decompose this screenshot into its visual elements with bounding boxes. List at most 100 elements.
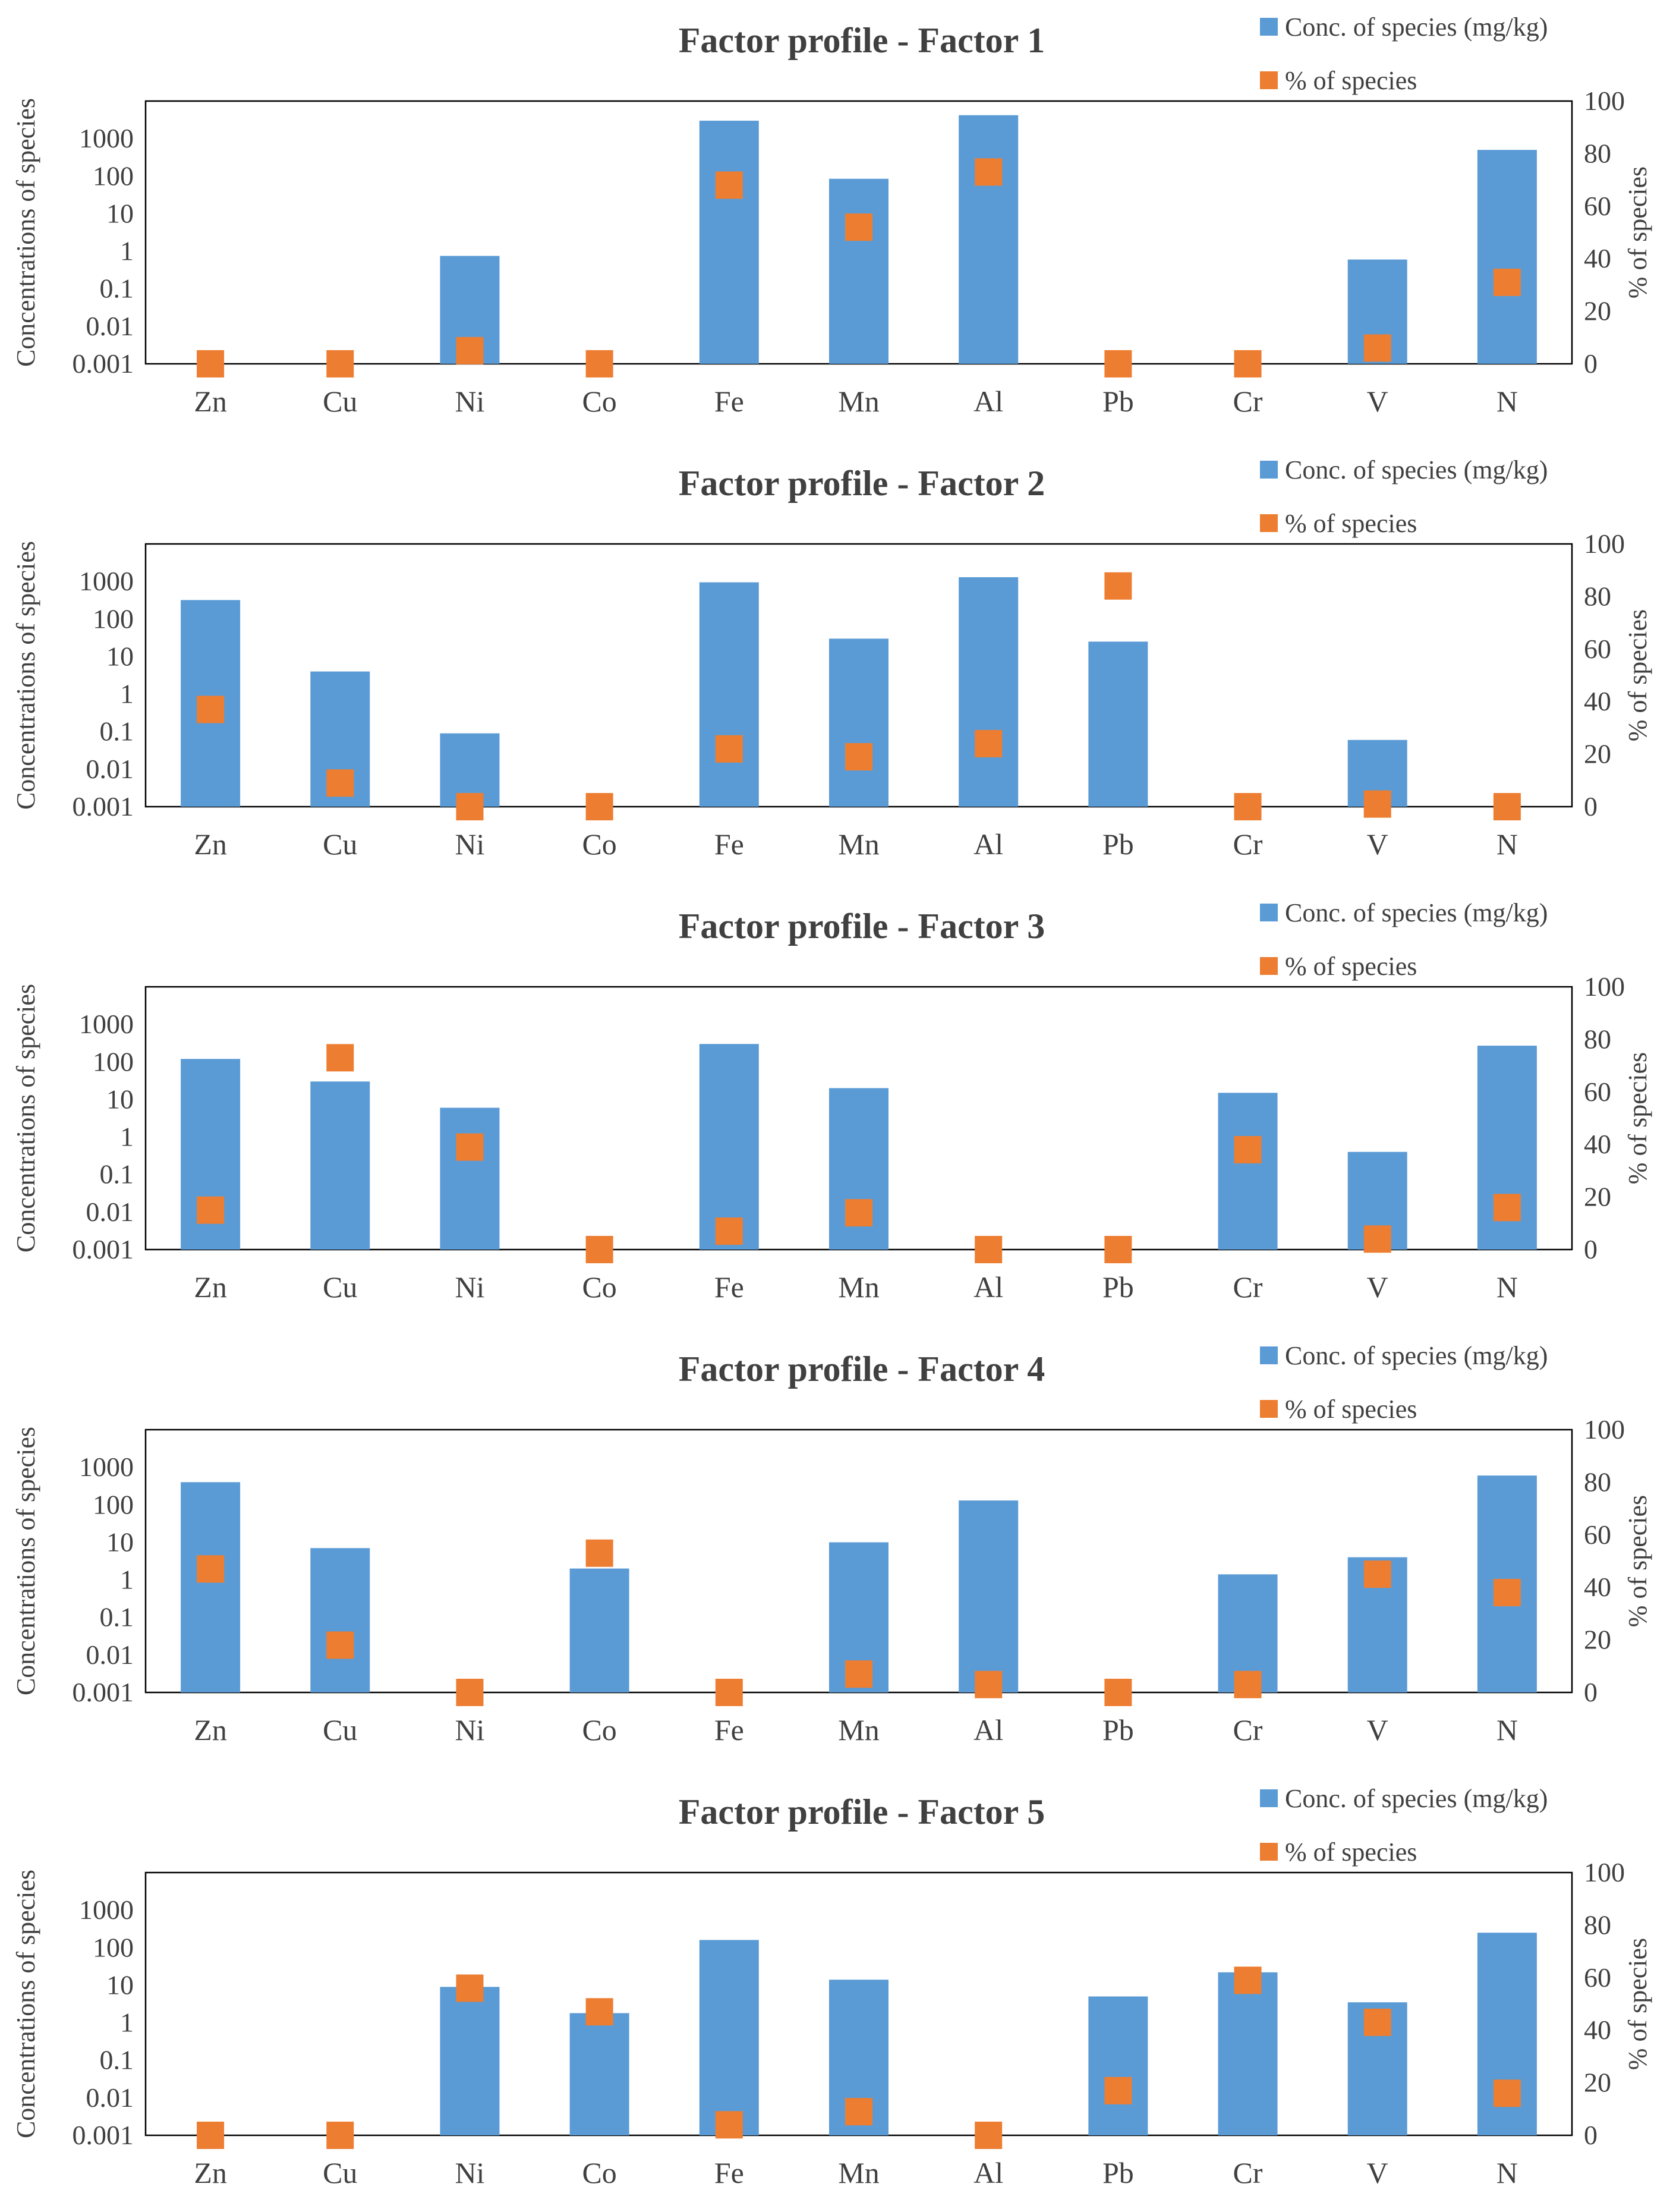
marker-cr (1234, 1670, 1262, 1698)
chart-title: Factor profile - Factor 2 (679, 464, 1045, 503)
y-tick-label: 0.01 (86, 754, 134, 784)
x-tick-label: Mn (838, 1713, 879, 1747)
y-tick-label: 0.1 (100, 1602, 134, 1632)
marker-al (975, 1670, 1003, 1698)
x-tick-label: V (1367, 1713, 1388, 1747)
marker-zn (197, 350, 225, 377)
legend-label-percent: % of species (1285, 66, 1417, 95)
y2-tick-label: 60 (1584, 1962, 1611, 1993)
y2-tick-label: 60 (1584, 634, 1611, 664)
marker-ni (456, 1974, 484, 2002)
x-tick-label: Cr (1233, 1270, 1263, 1304)
marker-cr (1234, 350, 1262, 377)
y2-tick-label: 20 (1584, 1625, 1611, 1655)
y-tick-label: 10 (106, 198, 134, 228)
y-tick-label: 1000 (79, 123, 134, 153)
marker-pb (1104, 1236, 1132, 1263)
bar-cu (310, 1548, 370, 1692)
y-tick-label: 0.001 (73, 1677, 134, 1707)
x-tick-label: Co (582, 1713, 616, 1747)
legend-swatch-bar (1260, 1789, 1278, 1807)
x-tick-label: N (1496, 385, 1518, 418)
x-tick-label: Ni (455, 2156, 484, 2189)
chart-panel-factor-1: Factor profile - Factor 1 Conc. of specie… (11, 12, 1652, 418)
x-tick-label: Ni (455, 1270, 484, 1304)
x-tick-label: N (1496, 1270, 1518, 1304)
y2-tick-label: 20 (1584, 2068, 1611, 2098)
x-tick-label: Cu (323, 1270, 357, 1304)
bar-co (569, 1568, 629, 1692)
x-tick-label: Pb (1102, 1270, 1134, 1304)
x-tick-label: V (1367, 827, 1388, 861)
legend-label-conc: Conc. of species (mg/kg) (1285, 1341, 1548, 1370)
x-tick-label: Co (582, 385, 616, 418)
marker-n (1493, 2079, 1521, 2107)
marker-co (585, 1236, 613, 1263)
x-tick-label: V (1367, 385, 1388, 418)
x-tick-label: Mn (838, 1270, 879, 1304)
marker-cu (326, 1044, 354, 1072)
bar-fe (699, 1940, 759, 2135)
y-tick-label: 100 (93, 1932, 134, 1962)
marker-al (975, 1236, 1003, 1263)
y-tick-label: 100 (93, 603, 134, 634)
x-tick-label: Al (973, 2156, 1003, 2189)
y2-tick-label: 20 (1584, 739, 1611, 769)
x-tick-label: Pb (1102, 385, 1134, 418)
y2-axis-label: % of species (1623, 166, 1652, 298)
y-tick-label: 1000 (79, 1452, 134, 1482)
y2-tick-label: 60 (1584, 1077, 1611, 1107)
marker-co (585, 1998, 613, 2026)
y-tick-label: 0.001 (73, 2120, 134, 2150)
marker-cr (1234, 793, 1262, 820)
legend-label-percent: % of species (1285, 509, 1417, 538)
marker-v (1363, 1225, 1391, 1253)
x-tick-label: Co (582, 827, 616, 861)
marker-al (975, 158, 1003, 186)
x-tick-label: N (1496, 2156, 1518, 2189)
y-tick-label: 1000 (79, 1895, 134, 1925)
y-tick-label: 0.1 (100, 1159, 134, 1190)
bar-pb (1088, 641, 1148, 807)
y-tick-label: 1000 (79, 1009, 134, 1039)
bar-cr (1218, 1093, 1278, 1250)
marker-cu (326, 769, 354, 797)
y2-axis-label: % of species (1623, 1052, 1652, 1184)
y-tick-label: 0.1 (100, 716, 134, 747)
marker-pb (1104, 350, 1132, 377)
legend-label-conc: Conc. of species (mg/kg) (1285, 898, 1548, 927)
y2-tick-label: 0 (1584, 1234, 1598, 1264)
marker-fe (715, 171, 743, 199)
x-tick-label: Al (973, 827, 1003, 861)
marker-cu (326, 2122, 354, 2149)
x-tick-label: Cu (323, 2156, 357, 2189)
bar-pb (1088, 1996, 1148, 2135)
y2-tick-label: 0 (1584, 2120, 1598, 2150)
marker-ni (456, 1133, 484, 1161)
y2-axis-label: % of species (1623, 1938, 1652, 2070)
y2-tick-label: 40 (1584, 2015, 1611, 2045)
bar-cr (1218, 1972, 1278, 2135)
legend-swatch-bar (1260, 1346, 1278, 1364)
x-tick-label: Ni (455, 385, 484, 418)
x-tick-label: Pb (1102, 827, 1134, 861)
y2-tick-label: 80 (1584, 581, 1611, 611)
y-tick-label: 100 (93, 1046, 134, 1077)
y2-tick-label: 40 (1584, 1129, 1611, 1159)
marker-n (1493, 793, 1521, 820)
legend-label-conc: Conc. of species (mg/kg) (1285, 1784, 1548, 1813)
x-tick-label: Zn (194, 1713, 227, 1747)
x-tick-label: Cr (1233, 2156, 1263, 2189)
y2-axis-label: % of species (1623, 609, 1652, 741)
x-tick-label: Cr (1233, 385, 1263, 418)
y-tick-label: 0.1 (100, 2045, 134, 2075)
y-tick-label: 10 (106, 1084, 134, 1114)
y-tick-label: 10 (106, 641, 134, 671)
legend-label-conc: Conc. of species (mg/kg) (1285, 12, 1548, 42)
chart-title: Factor profile - Factor 5 (679, 1792, 1045, 1832)
x-tick-label: Fe (714, 1270, 744, 1304)
y2-tick-label: 80 (1584, 1467, 1611, 1497)
legend-swatch-marker (1260, 514, 1278, 532)
marker-co (585, 793, 613, 820)
marker-zn (197, 1555, 225, 1583)
